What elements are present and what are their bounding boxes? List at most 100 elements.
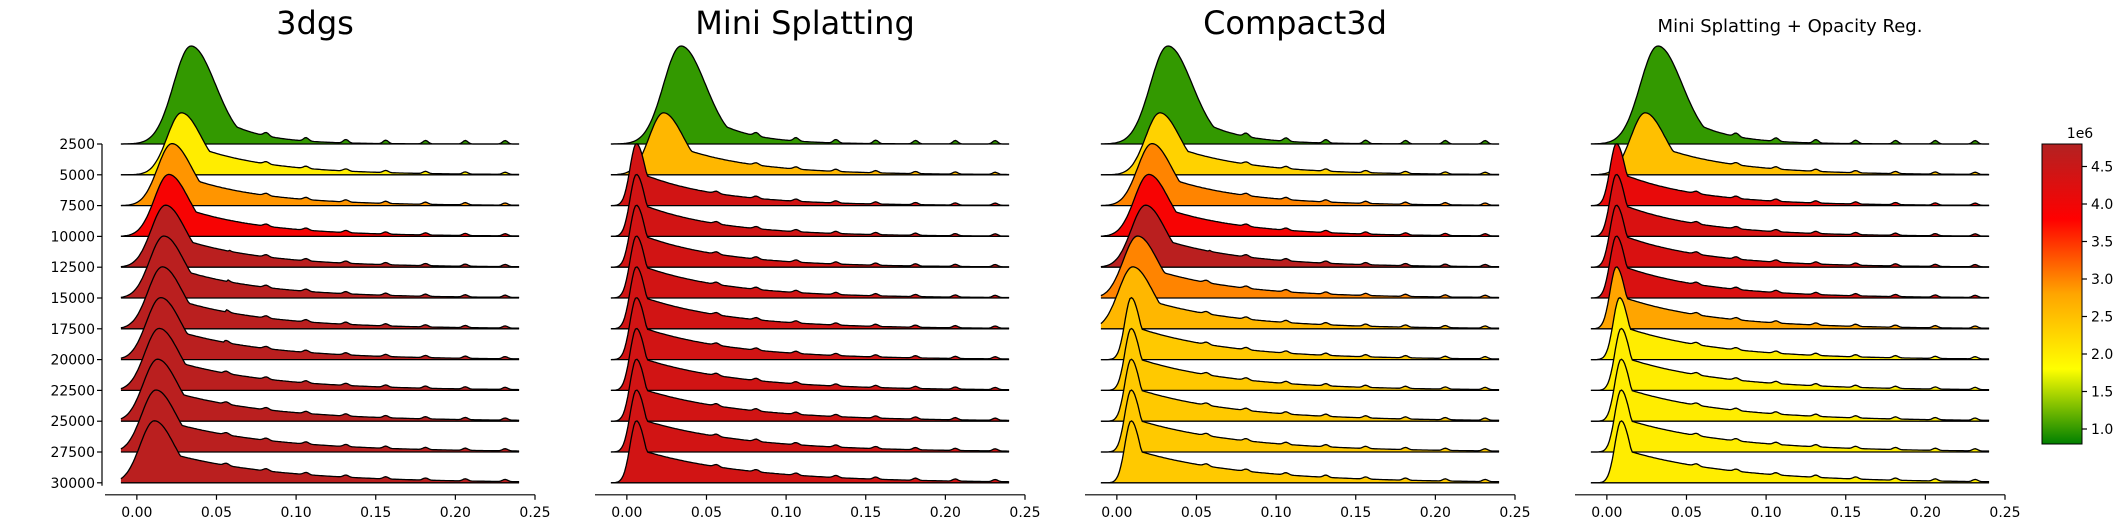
ridge-line-25000	[1100, 358, 1500, 422]
ridge-fill-25000	[120, 359, 520, 422]
panel-4: Mini Splatting + Opacity Reg. 0.00 0.05 0.1…	[1575, 16, 2021, 519]
ridge-fill-7500	[610, 143, 1010, 206]
x-tick-label: 0.05	[201, 505, 232, 519]
ridge-fill-10000	[610, 174, 1010, 237]
ridge-line-5000	[1100, 112, 1500, 176]
ridge-line-10000	[610, 173, 1010, 238]
ridge-fill-2500	[610, 46, 1010, 144]
ridge-fill-15000	[610, 236, 1010, 298]
x-tick-label: 0.00	[1591, 505, 1622, 519]
ridge-fill-25000	[1590, 359, 1990, 422]
x-tick-label: 0.00	[611, 505, 642, 519]
ridge-fill-15000	[1100, 236, 1500, 298]
x-tick-label: 0.20	[930, 505, 961, 519]
ridge-fill-30000	[610, 420, 1010, 483]
x-tick-label: 0.10	[281, 505, 312, 519]
ridge-line-12500	[1100, 204, 1500, 268]
ridge-fill-27500	[120, 390, 520, 452]
x-tick-label: 0.00	[121, 505, 152, 519]
ridge-line-10000	[1590, 173, 1990, 238]
ridge-fill-30000	[1590, 420, 1990, 483]
panel-title: 3dgs	[276, 4, 354, 42]
ridge-line-12500	[1590, 204, 1990, 268]
x-tick-label: 0.10	[771, 505, 802, 519]
ridge-fill-22500	[120, 328, 520, 391]
ridge-fill-12500	[120, 205, 520, 268]
ridge-fill-25000	[610, 359, 1010, 422]
ridge-fill-17500	[1100, 266, 1500, 329]
y-tick-label: 17500	[50, 322, 95, 338]
panel-1: 3dgs 2500 5000 7500 10000 12500 15000 17500 2000…	[50, 4, 550, 519]
colorbar: 1.0 1.5 2.0 2.5 3.0 3.5 4.0 4.5 1e6	[2041, 126, 2113, 445]
x-tick-label: 0.15	[1830, 505, 1861, 519]
ridge-line-12500	[610, 204, 1010, 268]
y-tick-label: 27500	[50, 445, 95, 461]
colorbar-tick-label: 2.5	[2091, 310, 2113, 326]
ridge-fill-2500	[120, 46, 520, 144]
y-tick-label: 10000	[50, 229, 95, 245]
panel-3: Compact3d 0.00 0.05 0.10 0.15 0.20 0.25	[1085, 4, 1531, 519]
ridge-line-20000	[1590, 296, 1990, 361]
x-tick-label: 0.15	[360, 505, 391, 519]
y-tick-label: 2500	[59, 137, 95, 153]
x-tick-label: 0.25	[1499, 505, 1530, 519]
panel-2: Mini Splatting 0.00 0.05 0.10 0.15 0.20 0.25	[595, 4, 1041, 519]
x-tick-label: 0.00	[1101, 505, 1132, 519]
ridge-line-7500	[120, 142, 520, 207]
y-tick-label: 20000	[50, 353, 95, 369]
ridge-line-7500	[1100, 142, 1500, 207]
ridge-fill-5000	[1100, 112, 1500, 175]
x-tick-label: 0.05	[691, 505, 722, 519]
y-tick-label: 15000	[50, 291, 95, 307]
ridge-fill-20000	[120, 297, 520, 360]
ridge-line-17500	[1100, 266, 1500, 329]
ridge-line-27500	[1590, 389, 1990, 453]
ridge-line-25000	[610, 358, 1010, 422]
ridge-fill-17500	[120, 266, 520, 329]
x-tick-label: 0.25	[1009, 505, 1040, 519]
panel-title: Mini Splatting + Opacity Reg.	[1658, 16, 1923, 37]
x-tick-label: 0.20	[1420, 505, 1451, 519]
ridge-line-27500	[1100, 389, 1500, 453]
ridge-line-5000	[120, 112, 520, 176]
ridge-line-30000	[1100, 420, 1500, 484]
ridge-line-22500	[610, 327, 1010, 392]
colorbar-offset-label: 1e6	[2067, 126, 2094, 142]
ridge-fill-10000	[120, 174, 520, 237]
ridge-line-20000	[1100, 296, 1500, 361]
ridge-line-15000	[610, 235, 1010, 299]
ridge-fill-12500	[1100, 205, 1500, 268]
ridge-fill-5000	[610, 112, 1010, 175]
ridge-fill-15000	[1590, 236, 1990, 298]
y-tick-label: 30000	[50, 476, 95, 492]
ridge-line-22500	[120, 327, 520, 391]
ridge-line-20000	[610, 296, 1010, 361]
ridge-fill-15000	[120, 236, 520, 298]
ridge-line-30000	[120, 420, 520, 483]
y-tick-label: 7500	[59, 199, 95, 215]
ridge-fill-22500	[1590, 328, 1990, 391]
colorbar-tick-label: 3.5	[2091, 235, 2113, 251]
ridge-line-15000	[1100, 235, 1500, 299]
ridge-line-12500	[120, 204, 520, 268]
ridge-line-10000	[120, 173, 520, 237]
ridge-line-15000	[1590, 235, 1990, 299]
ridge-fill-5000	[120, 112, 520, 175]
y-tick-label: 5000	[59, 168, 95, 184]
colorbar-gradient	[2041, 143, 2083, 445]
x-tick-label: 0.15	[1340, 505, 1371, 519]
x-tick-label: 0.20	[440, 505, 471, 519]
y-tick-label: 25000	[50, 414, 95, 430]
colorbar-tick-label: 1.0	[2091, 422, 2113, 438]
ridge-fill-27500	[1590, 390, 1990, 452]
ridge-fill-10000	[1590, 174, 1990, 237]
ridge-fill-27500	[1100, 390, 1500, 452]
ridge-fill-7500	[120, 143, 520, 206]
x-tick-label: 0.05	[1671, 505, 1702, 519]
colorbar-tick-label: 4.0	[2091, 197, 2113, 213]
ridge-line-25000	[120, 358, 520, 421]
x-tick-label: 0.05	[1181, 505, 1212, 519]
ridge-fill-12500	[1590, 205, 1990, 268]
x-tick-label: 0.25	[519, 505, 550, 519]
ridge-line-22500	[1100, 327, 1500, 392]
